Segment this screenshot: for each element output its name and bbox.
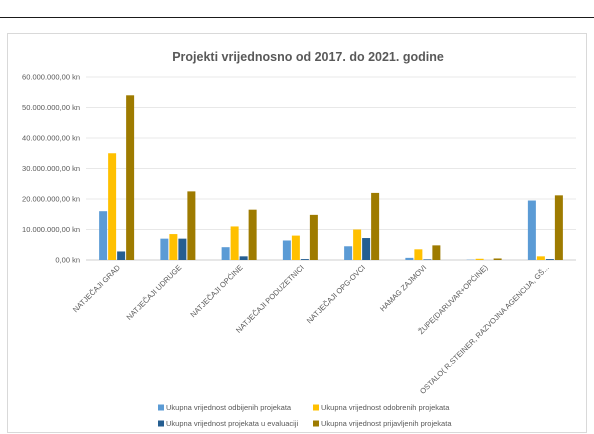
legend-label: Ukupna vrijednost projekata u evaluaciji [166,419,298,428]
bar [537,256,545,260]
bar [476,259,484,260]
bar [414,249,422,260]
bar [231,226,239,260]
bar [555,195,563,260]
x-category-label: ŽUPE(DARUVAR+OPĆINE) [417,263,490,336]
bar [160,239,168,260]
y-tick-label: 20.000.000,00 kn [22,195,80,204]
bar [432,245,440,260]
bar [99,211,107,260]
bar [546,259,554,260]
bar [353,230,361,261]
bar [283,240,291,260]
bar [405,258,413,260]
bar [187,191,195,260]
bar [371,193,379,260]
bar [528,201,536,260]
bar [310,215,318,260]
gridlines [86,77,576,260]
legend-swatch [313,421,319,427]
x-category-label: NATJEČAJI UDRUGE [125,263,184,322]
x-category-label: NATJEČAJI OPĆINE [188,263,244,319]
bar [222,247,230,260]
y-tick-label: 50.000.000,00 kn [22,103,80,112]
bar [108,153,116,260]
bar [344,246,352,260]
legend-swatch [158,405,164,411]
bar [117,251,125,260]
y-tick-label: 30.000.000,00 kn [22,164,80,173]
bar [240,256,248,260]
bar [301,259,309,260]
bar [423,259,431,260]
legend: Ukupna vrijednost odbijenih projekata Uku… [158,403,452,428]
x-category-label: HAMAG ZAJMOVI [378,263,428,313]
bar [126,95,134,260]
bar [292,236,300,260]
bar [249,210,257,260]
bar [494,258,502,260]
y-tick-label: 40.000.000,00 kn [22,134,80,143]
x-category-label: NATJEČAJI PODUZETNICI [234,263,306,335]
bar [178,239,186,260]
page-top-rule [0,17,594,18]
chart-container: Projekti vrijednosno od 2017. do 2021. g… [7,33,587,433]
legend-swatch [313,405,319,411]
legend-label: Ukupna vrijednost prijavljenih projekata [321,419,452,428]
legend-swatch [158,421,164,427]
y-tick-label: 0,00 kn [55,256,80,265]
chart-title: Projekti vrijednosno od 2017. do 2021. g… [172,50,444,64]
bar-chart: Projekti vrijednosno od 2017. do 2021. g… [8,34,588,434]
bar [169,234,177,260]
x-category-label: NATJEČAJI OPG-OVCI [305,263,367,325]
x-category-label: NATJEČAJI GRAD [71,263,122,314]
bar [362,238,370,260]
legend-label: Ukupna vrijednost odobrenih projekata [321,403,450,412]
legend-label: Ukupna vrijednost odbijenih projekata [166,403,292,412]
y-tick-label: 60.000.000,00 kn [22,73,80,82]
y-axis-ticks: 0,00 kn 10.000.000,00 kn 20.000.000,00 kn 3… [22,73,80,265]
y-tick-label: 10.000.000,00 kn [22,225,80,234]
bars [99,95,563,260]
x-category-label: OSTALO( R.STEINER, RAZVOJNA AGENCIJA, GŠ… [418,263,551,396]
